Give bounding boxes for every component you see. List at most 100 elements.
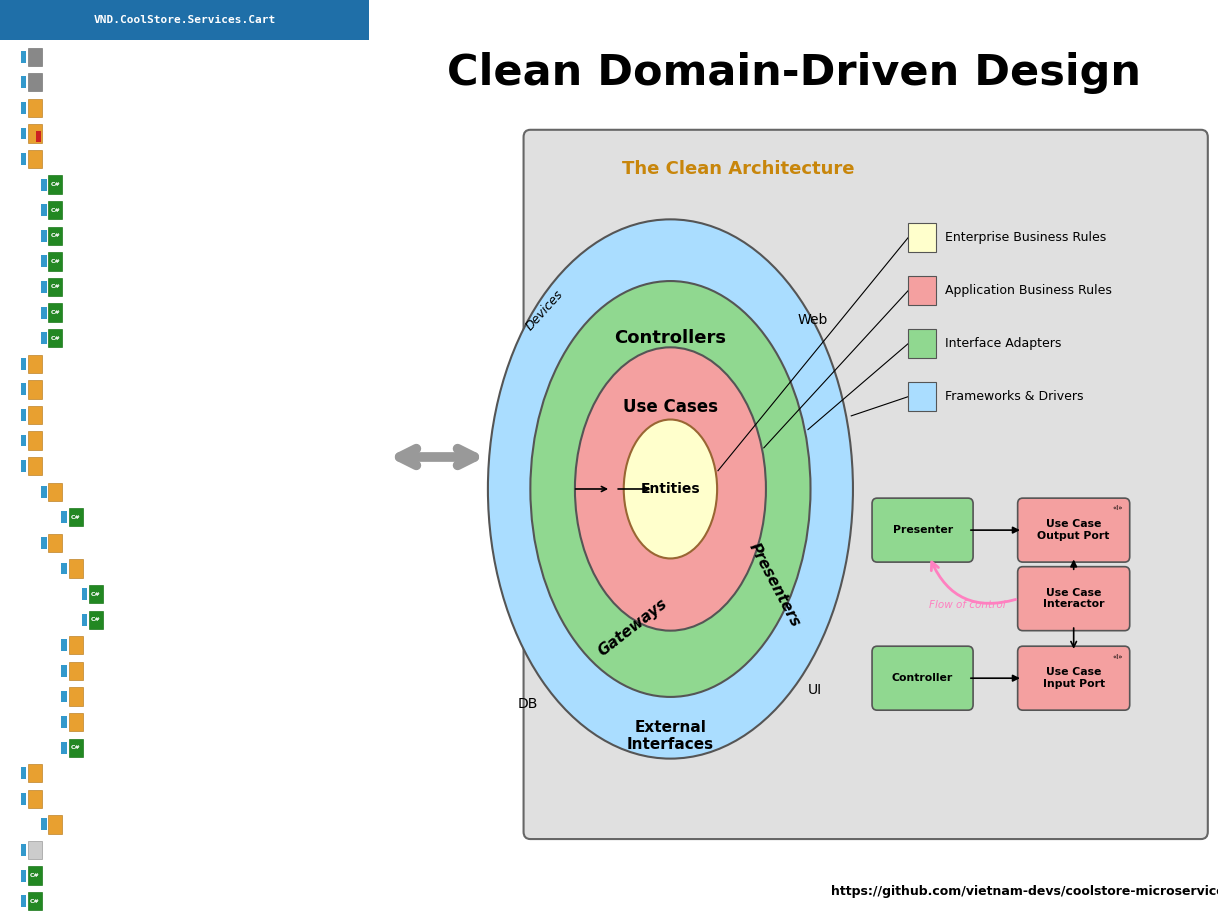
- FancyBboxPatch shape: [21, 845, 27, 856]
- Polygon shape: [29, 276, 35, 298]
- FancyBboxPatch shape: [21, 870, 27, 881]
- Text: Checkout: Checkout: [86, 564, 139, 573]
- Polygon shape: [28, 537, 37, 549]
- Text: Properties: Properties: [46, 103, 111, 112]
- Polygon shape: [50, 506, 55, 528]
- Ellipse shape: [575, 347, 766, 631]
- FancyBboxPatch shape: [28, 866, 43, 885]
- Polygon shape: [71, 583, 76, 605]
- Polygon shape: [50, 686, 55, 707]
- Text: Program.cs: Program.cs: [46, 871, 111, 880]
- Text: Migrations: Migrations: [46, 436, 111, 445]
- FancyBboxPatch shape: [21, 896, 27, 907]
- FancyBboxPatch shape: [61, 563, 67, 575]
- FancyBboxPatch shape: [41, 486, 46, 497]
- FancyBboxPatch shape: [28, 790, 43, 808]
- FancyBboxPatch shape: [49, 175, 62, 194]
- Polygon shape: [29, 327, 35, 349]
- Text: Dtos: Dtos: [46, 359, 72, 368]
- FancyBboxPatch shape: [1018, 567, 1130, 631]
- Text: C#: C#: [91, 617, 101, 622]
- Text: C#: C#: [50, 335, 60, 341]
- FancyBboxPatch shape: [1018, 646, 1130, 710]
- FancyBboxPatch shape: [28, 841, 43, 859]
- FancyBboxPatch shape: [89, 611, 104, 629]
- FancyBboxPatch shape: [28, 73, 43, 91]
- Text: Controllers: Controllers: [614, 329, 726, 347]
- FancyBboxPatch shape: [28, 764, 43, 782]
- Polygon shape: [29, 199, 35, 221]
- Text: Flow of control: Flow of control: [929, 600, 1006, 610]
- FancyBboxPatch shape: [41, 332, 46, 345]
- Text: Gateways: Gateways: [594, 596, 670, 660]
- Text: C#: C#: [30, 873, 40, 878]
- Text: C#: C#: [71, 515, 80, 520]
- FancyBboxPatch shape: [61, 716, 67, 728]
- Text: Payloads.cs: Payloads.cs: [107, 590, 178, 599]
- FancyBboxPatch shape: [909, 329, 937, 358]
- FancyBboxPatch shape: [49, 815, 62, 834]
- FancyBboxPatch shape: [41, 307, 46, 319]
- Polygon shape: [29, 225, 35, 247]
- Text: UpdateItemInCart: UpdateItemInCart: [86, 717, 190, 727]
- Text: VND.CoolStore.Services.Cart: VND.CoolStore.Services.Cart: [94, 16, 275, 25]
- FancyBboxPatch shape: [28, 355, 43, 373]
- Text: C#: C#: [50, 310, 60, 315]
- FancyBboxPatch shape: [68, 713, 83, 731]
- FancyBboxPatch shape: [61, 511, 67, 523]
- Text: DB: DB: [518, 696, 538, 711]
- FancyBboxPatch shape: [21, 461, 27, 472]
- FancyBboxPatch shape: [68, 687, 83, 706]
- Text: Clean Domain-Driven Design: Clean Domain-Driven Design: [447, 52, 1140, 94]
- Text: C#: C#: [50, 182, 60, 187]
- Text: UI: UI: [808, 683, 822, 697]
- FancyBboxPatch shape: [21, 127, 27, 139]
- Text: appsettings.json: appsettings.json: [46, 794, 150, 803]
- FancyBboxPatch shape: [41, 230, 46, 241]
- Polygon shape: [7, 460, 16, 473]
- Polygon shape: [10, 71, 15, 93]
- FancyBboxPatch shape: [909, 382, 937, 411]
- Polygon shape: [71, 609, 76, 631]
- FancyBboxPatch shape: [61, 640, 67, 651]
- FancyBboxPatch shape: [41, 282, 46, 292]
- Polygon shape: [50, 660, 55, 682]
- Polygon shape: [50, 711, 55, 733]
- Polygon shape: [10, 353, 15, 375]
- Polygon shape: [7, 153, 16, 165]
- FancyBboxPatch shape: [21, 358, 27, 369]
- Polygon shape: [29, 250, 35, 272]
- FancyBboxPatch shape: [21, 154, 27, 165]
- Polygon shape: [50, 634, 55, 656]
- FancyBboxPatch shape: [41, 819, 46, 830]
- FancyBboxPatch shape: [49, 278, 62, 296]
- Text: TaxType.cs: TaxType.cs: [66, 334, 132, 343]
- Text: Infrastructure: Infrastructure: [46, 410, 136, 420]
- FancyBboxPatch shape: [28, 406, 43, 424]
- Text: Cart.cs: Cart.cs: [66, 180, 112, 189]
- FancyBboxPatch shape: [41, 537, 46, 548]
- Text: InsertItemToNewCart: InsertItemToNewCart: [86, 692, 209, 701]
- FancyBboxPatch shape: [28, 48, 43, 66]
- Polygon shape: [29, 174, 35, 196]
- Text: Controller: Controller: [892, 674, 954, 683]
- Text: Startup.cs: Startup.cs: [46, 897, 111, 906]
- Text: Dependencies: Dependencies: [46, 78, 124, 87]
- Text: Domain: Domain: [46, 154, 85, 164]
- FancyBboxPatch shape: [909, 276, 937, 305]
- Text: Application Business Rules: Application Business Rules: [945, 284, 1112, 297]
- FancyBboxPatch shape: [21, 409, 27, 420]
- FancyBboxPatch shape: [68, 508, 83, 526]
- FancyBboxPatch shape: [89, 585, 104, 603]
- Polygon shape: [10, 430, 15, 452]
- FancyBboxPatch shape: [28, 99, 43, 117]
- FancyBboxPatch shape: [872, 498, 973, 562]
- FancyBboxPatch shape: [21, 383, 27, 395]
- FancyBboxPatch shape: [21, 767, 27, 779]
- FancyBboxPatch shape: [82, 614, 88, 625]
- Polygon shape: [50, 737, 55, 759]
- Ellipse shape: [488, 219, 853, 759]
- Text: «I»: «I»: [1112, 505, 1123, 512]
- FancyBboxPatch shape: [21, 50, 27, 63]
- Text: C#: C#: [30, 898, 40, 904]
